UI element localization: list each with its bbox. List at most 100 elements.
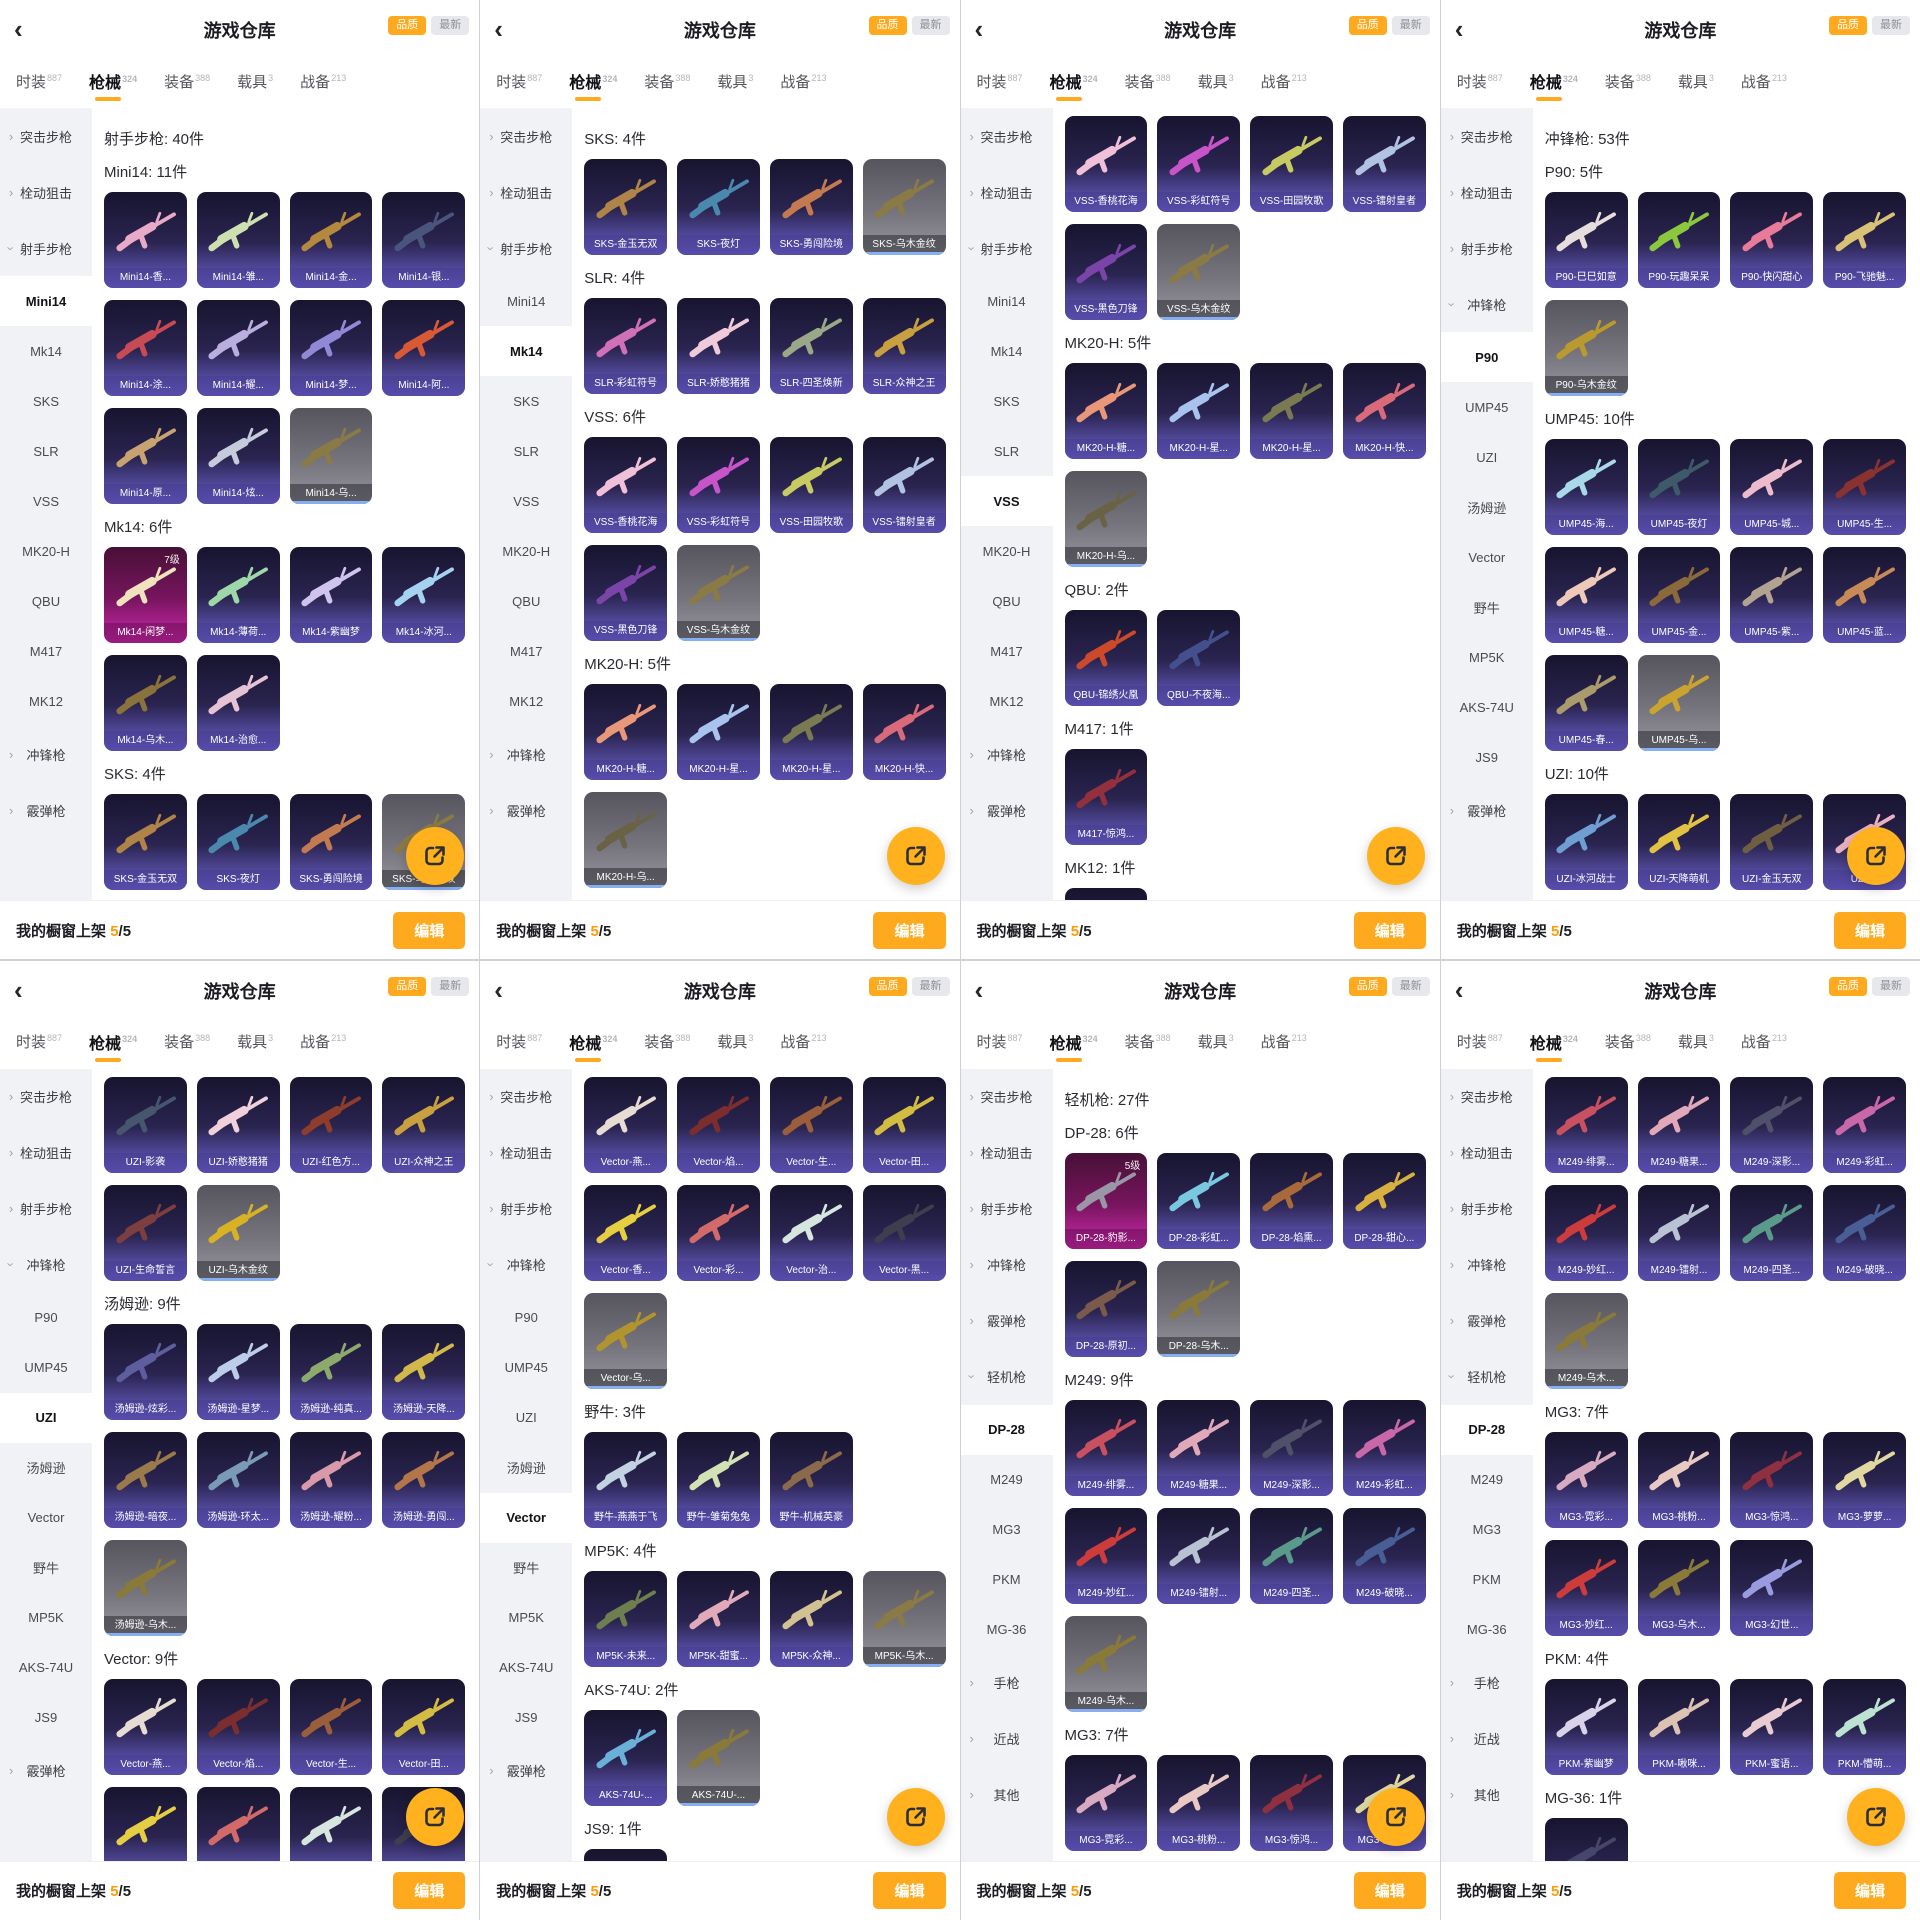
- weapon-card[interactable]: Mini14-阿...: [382, 300, 466, 396]
- edit-button[interactable]: 编辑: [873, 1872, 946, 1909]
- sidebar-item[interactable]: › 冲锋枪: [961, 726, 1053, 782]
- tab-1[interactable]: 枪械324: [569, 1030, 617, 1062]
- weapon-card[interactable]: MG3-惊鸿...: [1730, 1431, 1814, 1528]
- sidebar-item[interactable]: › 冲锋枪: [480, 1237, 572, 1293]
- edit-button[interactable]: 编辑: [1833, 1872, 1906, 1909]
- weapon-card[interactable]: M249-乌木...: [1064, 1615, 1148, 1712]
- weapon-card[interactable]: DP-28-彩虹...: [1157, 1152, 1241, 1249]
- weapon-card[interactable]: SKS-金玉无双: [104, 794, 187, 890]
- sidebar-item[interactable]: AKS-74U: [0, 1643, 92, 1693]
- weapon-card[interactable]: UMP45-夜灯: [1637, 439, 1721, 535]
- weapon-card[interactable]: MK20-H-糖...: [1064, 363, 1148, 459]
- weapon-card[interactable]: M249-绯雾...: [1064, 1399, 1148, 1496]
- weapon-card[interactable]: Vector-焰...: [196, 1678, 280, 1775]
- edit-button[interactable]: 编辑: [873, 911, 946, 949]
- sort-quality-button[interactable]: 品质: [868, 16, 907, 35]
- sidebar-item[interactable]: M249: [961, 1455, 1053, 1505]
- tab-3[interactable]: 载具3: [1678, 1031, 1714, 1058]
- sort-latest-button[interactable]: 最新: [1872, 16, 1910, 35]
- sidebar-item[interactable]: DP-28: [960, 1404, 1053, 1455]
- weapon-card[interactable]: M249-破晓...: [1342, 1507, 1426, 1604]
- sidebar-item[interactable]: 野牛: [480, 1543, 572, 1593]
- weapon-card[interactable]: M249-绯雾...: [1544, 1076, 1628, 1173]
- weapon-card[interactable]: SKS-夜灯: [196, 794, 280, 890]
- weapon-card[interactable]: VSS-黑色刀锋: [1064, 224, 1148, 320]
- sidebar-item[interactable]: Vector: [1441, 532, 1533, 582]
- sidebar-item[interactable]: JS9: [1441, 732, 1533, 782]
- tab-1[interactable]: 枪械324: [89, 69, 137, 101]
- back-icon[interactable]: ‹: [14, 14, 23, 44]
- weapon-card[interactable]: UMP45-生...: [1823, 439, 1906, 535]
- sidebar-item[interactable]: › 近战: [1441, 1711, 1533, 1767]
- weapon-card[interactable]: VSS-彩虹符号: [1157, 116, 1241, 212]
- sidebar-item[interactable]: › 其他: [1441, 1767, 1533, 1823]
- sidebar-item[interactable]: › 栓动狙击: [961, 1125, 1053, 1181]
- sort-quality-button[interactable]: 品质: [1829, 976, 1867, 996]
- sort-quality-button[interactable]: 品质: [1348, 976, 1387, 996]
- weapon-card[interactable]: MG-36-凌...: [1544, 1817, 1628, 1862]
- weapon-card[interactable]: MK20-H-星...: [1250, 363, 1333, 459]
- weapon-card[interactable]: Vector-燕...: [104, 1678, 187, 1775]
- tab-3[interactable]: 载具3: [1198, 71, 1234, 98]
- sidebar-item[interactable]: › 栓动狙击: [1441, 164, 1533, 220]
- weapon-card[interactable]: M249-妙红...: [1064, 1507, 1148, 1604]
- tab-2[interactable]: 装备388: [644, 1031, 690, 1058]
- weapon-card[interactable]: SLR-众神之王: [862, 298, 946, 394]
- weapon-card[interactable]: 汤姆逊-炫彩...: [104, 1323, 187, 1420]
- weapon-card[interactable]: UZI-冰河战士: [1544, 794, 1628, 890]
- sidebar-item[interactable]: › 近战: [961, 1711, 1053, 1767]
- tab-4[interactable]: 战备213: [300, 1031, 346, 1058]
- sidebar-item[interactable]: Mk14: [961, 326, 1053, 376]
- tab-4[interactable]: 战备213: [1261, 71, 1307, 98]
- weapon-card[interactable]: SKS-勇闯险境: [289, 794, 373, 890]
- weapon-card[interactable]: Vector-生...: [769, 1076, 853, 1173]
- sidebar-item[interactable]: Mk14: [480, 326, 573, 376]
- sort-quality-button[interactable]: 品质: [388, 16, 427, 35]
- sidebar-item[interactable]: MK20-H: [961, 526, 1053, 576]
- weapon-card[interactable]: M249-糖果...: [1637, 1076, 1721, 1173]
- weapon-card[interactable]: MK20-H-快...: [862, 684, 946, 780]
- weapon-card[interactable]: 汤姆逊-暗夜...: [104, 1431, 187, 1528]
- sidebar-item[interactable]: › 冲锋枪: [1441, 1237, 1533, 1293]
- sidebar-item[interactable]: › 手枪: [1441, 1655, 1533, 1711]
- sort-latest-button[interactable]: 最新: [911, 16, 950, 35]
- sidebar-item[interactable]: MK20-H: [480, 526, 572, 576]
- sidebar-item[interactable]: › 突击步枪: [961, 108, 1053, 164]
- weapon-card[interactable]: SKS-乌木金纹: [862, 159, 946, 255]
- sidebar-item[interactable]: 汤姆逊: [0, 1443, 92, 1493]
- weapon-card[interactable]: UMP45-海...: [1544, 439, 1628, 535]
- back-icon[interactable]: ‹: [974, 974, 984, 1005]
- weapon-card[interactable]: Mk14-治愈...: [196, 655, 280, 751]
- weapon-card[interactable]: UZI-乌木金纹: [196, 1184, 280, 1281]
- back-icon[interactable]: ‹: [1454, 974, 1464, 1005]
- sidebar-item[interactable]: › 栓动狙击: [1441, 1125, 1533, 1181]
- sidebar-item[interactable]: MP5K: [480, 1593, 572, 1643]
- weapon-card[interactable]: MK20-H-乌...: [1064, 471, 1148, 567]
- sidebar-item[interactable]: › 冲锋枪: [961, 1237, 1053, 1293]
- sidebar-item[interactable]: › 冲锋枪: [480, 726, 572, 782]
- weapon-card[interactable]: 野牛-燕燕于飞: [584, 1431, 668, 1528]
- sidebar-item[interactable]: › 轻机枪: [1441, 1349, 1533, 1405]
- sort-quality-button[interactable]: 品质: [868, 976, 907, 996]
- weapon-card[interactable]: SKS-勇闯险境: [769, 159, 853, 255]
- weapon-card[interactable]: M249-糖果...: [1157, 1399, 1241, 1496]
- weapon-card[interactable]: 7级 Mk14-闲梦...: [104, 547, 187, 643]
- tab-0[interactable]: 时装887: [16, 71, 62, 98]
- weapon-card[interactable]: Mini14-雏...: [196, 192, 280, 288]
- weapon-card[interactable]: AKS-74U-...: [677, 1709, 760, 1806]
- weapon-card[interactable]: 汤姆逊-耀粉...: [289, 1431, 373, 1528]
- weapon-card[interactable]: 汤姆逊-星梦...: [196, 1323, 280, 1420]
- weapon-card[interactable]: Vector-香...: [104, 1786, 187, 1862]
- weapon-card[interactable]: Mini14-耀...: [196, 300, 280, 396]
- weapon-card[interactable]: M249-彩虹...: [1342, 1399, 1426, 1496]
- sort-latest-button[interactable]: 最新: [1872, 976, 1910, 996]
- weapon-card[interactable]: Vector-治...: [769, 1184, 853, 1281]
- weapon-card[interactable]: DP-28-原初...: [1064, 1260, 1148, 1357]
- sidebar-item[interactable]: P90: [0, 1293, 92, 1343]
- weapon-card[interactable]: VSS-彩虹符号: [677, 437, 760, 533]
- weapon-card[interactable]: MG3-乌木...: [1637, 1539, 1721, 1636]
- weapon-card[interactable]: VSS-田园牧歌: [769, 437, 853, 533]
- weapon-card[interactable]: PKM-懵萌...: [1823, 1678, 1906, 1775]
- export-fab-button[interactable]: [406, 827, 465, 885]
- tab-3[interactable]: 载具3: [717, 1031, 753, 1058]
